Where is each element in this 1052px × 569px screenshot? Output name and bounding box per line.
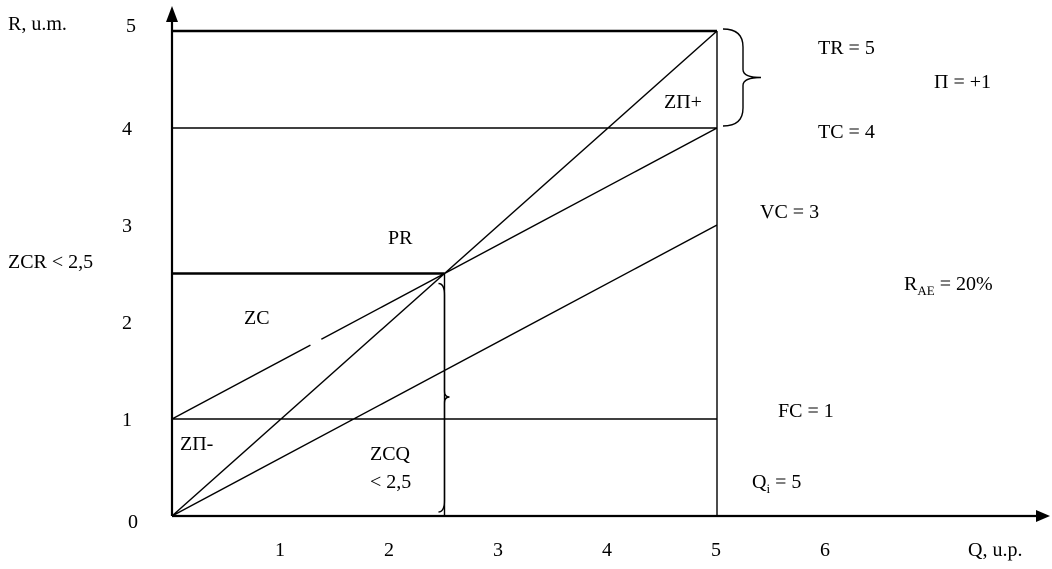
series-tc-line-segment: [321, 127, 718, 340]
x-tick-label: 2: [384, 539, 394, 561]
annotation-zcr: ZCR < 2,5: [8, 251, 93, 273]
x-tick-label: 6: [820, 539, 830, 561]
annotation-zc: ZC: [244, 307, 270, 329]
y-axis-arrow-icon: [166, 6, 178, 22]
annotation-zcq-value: < 2,5: [370, 471, 411, 493]
y-tick-labels: 1 2 3 4 5: [122, 15, 136, 431]
y-tick-label: 1: [122, 409, 132, 431]
x-axis-label: Q, u.p.: [968, 539, 1022, 561]
series-fc-label: FC = 1: [778, 400, 834, 422]
y-tick-label: 4: [122, 118, 132, 140]
origin-label: 0: [128, 511, 138, 533]
profit-brace: [722, 28, 762, 127]
x-tick-label: 5: [711, 539, 721, 561]
y-tick-label: 5: [126, 15, 136, 37]
zcq-brace: [438, 282, 450, 513]
x-tick-labels: 1 2 3 4 5 6: [275, 539, 830, 561]
x-axis-arrow-icon: [1036, 510, 1050, 522]
series-tc-line: [171, 344, 311, 420]
annotation-pr: PR: [388, 227, 413, 249]
annotation-profit: П = +1: [934, 71, 991, 93]
series-tr-label: TR = 5: [818, 37, 875, 59]
y-tick-label: 3: [122, 215, 132, 237]
annotation-zp-plus: ZП+: [664, 91, 702, 113]
annotation-zp-minus: ZП-: [180, 433, 213, 455]
y-tick-label: 2: [122, 312, 132, 334]
x-tick-label: 3: [493, 539, 503, 561]
axes: [166, 6, 1050, 522]
annotation-rae: RAE = 20%: [904, 273, 993, 298]
annotation-zcq: ZCQ: [370, 443, 411, 465]
x-tick-label: 1: [275, 539, 285, 561]
y-axis-label: R, u.m.: [8, 13, 67, 35]
series-tc-label: TC = 4: [818, 121, 875, 143]
x-tick-label: 4: [602, 539, 612, 561]
series-vc-label: VC = 3: [760, 201, 819, 223]
annotation-qi: Qi = 5: [752, 471, 801, 496]
